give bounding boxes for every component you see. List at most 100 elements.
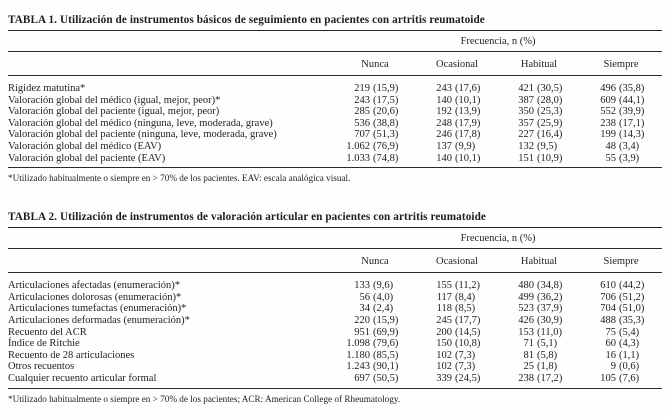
row-label: Valoración global del paciente (igual, m…	[8, 106, 220, 118]
cell-count: 220	[354, 314, 370, 326]
cell-count: 246	[436, 129, 452, 141]
cell-percent: (35,3)	[619, 314, 645, 326]
column-header-ocasional: Ocasional	[416, 51, 498, 76]
data-cell: 536 (38,8)	[334, 118, 416, 130]
data-cell: 480 (34,8)	[498, 273, 580, 292]
data-cell: 357 (25,9)	[498, 118, 580, 130]
cell-count: 243	[436, 83, 452, 94]
cell-percent: (7,3)	[455, 361, 476, 373]
cell-count: 219	[354, 83, 370, 94]
cell-percent: (28,0)	[537, 94, 563, 106]
column-header-siempre: Siempre	[580, 248, 663, 274]
data-cell: 523 (37,9)	[498, 303, 580, 315]
cell-percent: (13,9)	[455, 106, 481, 118]
cell-count: 1.062	[346, 140, 370, 152]
cell-count: 523	[518, 303, 534, 315]
cell-count: 81	[523, 349, 535, 361]
data-cell: 220 (15,9)	[334, 315, 416, 327]
data-cell: 60 (4,3)	[580, 338, 662, 350]
table-row: Valoración global del médico (ninguna, l…	[8, 118, 662, 130]
table-row: Cualquier recuento articular formal 697 (5…	[8, 372, 663, 389]
cell-percent: (17,7)	[455, 314, 481, 326]
data-cell: 150 (10,8)	[416, 338, 498, 350]
frequency-header-row: Frecuencia, n (%)	[8, 228, 663, 250]
cell-percent: (37,9)	[537, 303, 563, 315]
cell-percent: (17,2)	[537, 372, 563, 384]
frequency-group-header: Frecuencia, n (%)	[334, 228, 663, 250]
cell-count: 151	[518, 152, 534, 164]
cell-percent: (17,6)	[455, 83, 481, 94]
table-row: Valoración global del paciente (igual, m…	[8, 106, 662, 118]
data-cell: 243 (17,6)	[416, 76, 498, 95]
cell-percent: (17,9)	[455, 117, 481, 129]
data-cell: 1.243 (90,1)	[334, 361, 416, 373]
cell-count: 707	[354, 129, 370, 141]
cell-count: 200	[436, 326, 452, 338]
cell-count: 706	[600, 291, 617, 303]
data-cell: 155 (11,2)	[416, 273, 498, 292]
table-row: Recuento de 28 articulaciones 1.180 (85,5)…	[8, 350, 662, 362]
cell-count: 704	[600, 303, 617, 315]
data-cell: 609 (44,1)	[580, 95, 662, 107]
cell-count: 133	[354, 280, 370, 292]
data-cell: 117 (8,4)	[416, 292, 498, 304]
cell-percent: (10,1)	[455, 152, 481, 164]
data-cell: 951 (69,9)	[334, 327, 416, 339]
cell-count: 238	[518, 372, 534, 384]
table-row: Articulaciones deformadas (enumeración)*…	[8, 315, 662, 327]
cell-count: 1.098	[346, 338, 370, 350]
cell-percent: (38,8)	[373, 117, 399, 129]
table-row: Valoración global del paciente (ninguna,…	[8, 129, 662, 141]
cell-count: 117	[436, 291, 452, 303]
column-header-row: Nunca Ocasional Habitual Siempre	[8, 51, 663, 76]
cell-count: 421	[518, 83, 534, 94]
cell-percent: (1,8)	[537, 361, 558, 373]
row-label: Cualquier recuento articular formal	[8, 372, 334, 389]
cell-count: 105	[600, 372, 617, 384]
article-page: TABLA 1. Utilización de instrumentos bás…	[8, 14, 663, 404]
cell-percent: (36,2)	[537, 291, 563, 303]
cell-percent: (51,3)	[373, 129, 399, 141]
cell-percent: (0,6)	[619, 361, 640, 373]
table-footnote: *Utilizado habitualmente o siempre en > …	[8, 173, 351, 184]
data-cell: 192 (13,9)	[416, 106, 498, 118]
data-cell: 496 (35,8)	[580, 76, 662, 95]
data-cell: 102 (7,3)	[416, 361, 498, 373]
data-cell: 488 (35,3)	[580, 315, 662, 327]
cell-count: 610	[600, 280, 617, 292]
cell-count: 238	[600, 117, 617, 129]
data-cell: 132 (9,5)	[498, 141, 580, 153]
data-cell: 1.062 (76,9)	[334, 141, 416, 153]
data-cell: 1.098 (79,6)	[334, 338, 416, 350]
cell-percent: (8,4)	[455, 291, 476, 303]
row-label: Valoración global del médico (igual, mej…	[8, 94, 221, 106]
table-title: TABLA 1. Utilización de instrumentos bás…	[8, 14, 662, 31]
cell-percent: (2,4)	[373, 303, 394, 315]
cell-count: 387	[518, 94, 534, 106]
cell-count: 245	[436, 314, 452, 326]
row-label: Articulaciones deformadas (enumeración)*	[8, 314, 190, 326]
cell-count: 248	[436, 117, 452, 129]
cell-count: 132	[518, 140, 534, 152]
row-label: Valoración global del médico (EAV)	[8, 140, 162, 152]
cell-percent: (3,4)	[619, 140, 640, 152]
cell-count: 102	[436, 349, 452, 361]
cell-count: 75	[605, 326, 617, 338]
data-cell: 140 (10,1)	[416, 152, 498, 169]
cell-count: 155	[436, 280, 452, 292]
cell-percent: (51,2)	[619, 291, 645, 303]
cell-percent: (35,8)	[619, 83, 645, 94]
cell-percent: (9,6)	[373, 280, 394, 292]
table-body: Rigidez matutina* 219 (15,9) 243 (17,6) 421 (3…	[8, 76, 663, 169]
row-label: Otros recuentos	[8, 361, 75, 373]
table-row: Rigidez matutina* 219 (15,9) 243 (17,6) 421 (3…	[8, 76, 662, 95]
cell-percent: (17,1)	[619, 117, 645, 129]
data-cell: 426 (30,9)	[498, 315, 580, 327]
cell-count: 339	[436, 372, 452, 384]
cell-percent: (8,5)	[455, 303, 476, 315]
data-cell: 285 (20,6)	[334, 106, 416, 118]
cell-percent: (14,3)	[619, 129, 645, 141]
table-row: Articulaciones dolorosas (enumeración)* 5…	[8, 292, 662, 304]
cell-count: 9	[610, 361, 617, 373]
cell-count: 199	[600, 129, 617, 141]
